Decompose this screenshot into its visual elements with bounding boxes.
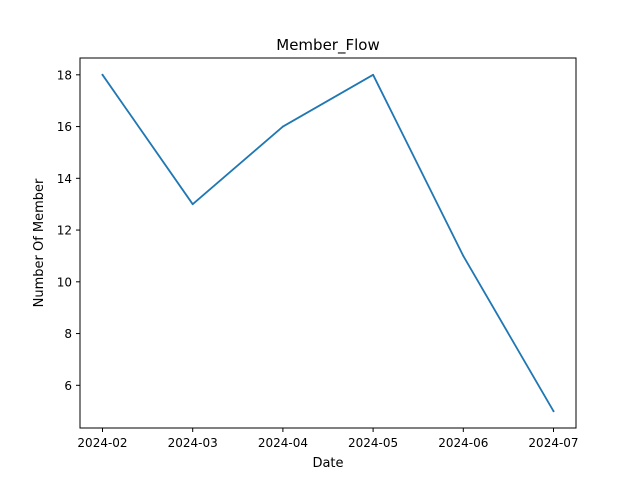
y-tick-label: 18 xyxy=(57,68,72,82)
data-point xyxy=(191,203,194,206)
series-layer xyxy=(101,73,555,413)
x-tick-label: 2024-06 xyxy=(438,436,488,450)
data-point xyxy=(101,73,104,76)
series-line xyxy=(101,73,555,413)
data-point xyxy=(282,125,284,128)
y-axis-label: Number Of Member xyxy=(32,178,47,307)
x-tick-label: 2024-02 xyxy=(77,436,127,450)
y-tick-label: 10 xyxy=(57,275,72,289)
y-tick-label: 8 xyxy=(64,327,72,341)
y-axis-ticks: 6 8 10 12 14 16 18 xyxy=(57,68,80,393)
chart-title: Member_Flow xyxy=(276,36,379,55)
data-point xyxy=(372,73,374,76)
plot-frame xyxy=(79,57,577,429)
x-tick-label: 2024-04 xyxy=(258,436,308,450)
x-axis-label: Date xyxy=(312,456,343,471)
x-axis-ticks: 2024-02 2024-03 2024-04 2024-05 2024-06 2024-… xyxy=(77,428,579,450)
plot-area xyxy=(80,58,576,428)
y-tick-label: 12 xyxy=(57,224,72,238)
data-point xyxy=(462,255,465,257)
x-tick-label: 2024-07 xyxy=(528,436,578,450)
x-tick-label: 2024-03 xyxy=(168,436,218,450)
data-point xyxy=(552,410,555,413)
y-tick-label: 6 xyxy=(64,379,72,393)
y-tick-label: 14 xyxy=(57,172,72,186)
y-tick-label: 16 xyxy=(57,120,72,134)
x-tick-label: 2024-05 xyxy=(348,436,398,450)
